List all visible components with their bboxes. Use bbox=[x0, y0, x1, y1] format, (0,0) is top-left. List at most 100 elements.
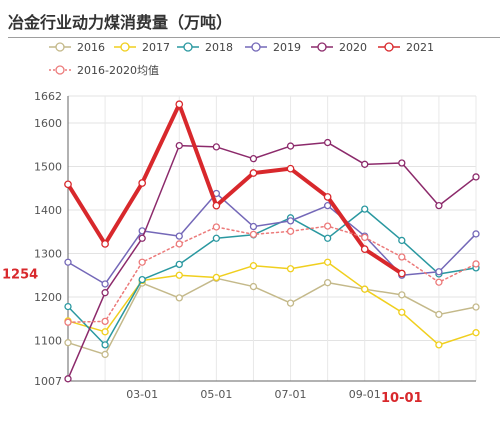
data-point bbox=[101, 350, 109, 359]
data-point bbox=[323, 138, 332, 147]
y-tick-label: 1200 bbox=[34, 291, 62, 304]
highlight-x-label: 10-01 bbox=[381, 391, 423, 406]
data-point bbox=[249, 169, 258, 177]
x-tick-label: 05-01 bbox=[200, 388, 232, 401]
data-point bbox=[212, 223, 221, 231]
title-divider bbox=[8, 37, 500, 38]
series-line-2 bbox=[67, 208, 477, 346]
legend-swatch-marker bbox=[55, 65, 65, 75]
data-point bbox=[398, 253, 406, 261]
data-point bbox=[361, 205, 369, 213]
data-point bbox=[398, 236, 406, 245]
x-tick-label: 03-01 bbox=[126, 388, 158, 401]
data-point bbox=[397, 269, 406, 278]
data-point bbox=[472, 260, 480, 268]
data-point bbox=[435, 201, 443, 210]
data-point bbox=[249, 155, 258, 163]
legend-label: 2018 bbox=[205, 41, 233, 54]
data-point bbox=[286, 299, 295, 307]
data-point bbox=[64, 318, 72, 326]
data-point bbox=[286, 227, 295, 235]
data-point bbox=[249, 222, 258, 231]
legend-swatch-marker bbox=[317, 42, 327, 52]
y-tick-label: 1500 bbox=[34, 160, 62, 173]
data-point bbox=[101, 317, 109, 326]
legend-swatch-marker bbox=[55, 42, 65, 52]
legend-swatch-marker bbox=[384, 42, 394, 52]
data-point bbox=[398, 291, 406, 299]
data-point bbox=[323, 258, 332, 266]
y-tick-label: 1007 bbox=[34, 375, 62, 388]
data-point bbox=[435, 341, 443, 349]
data-point bbox=[64, 302, 72, 311]
highlight-y-label: 1254 bbox=[2, 268, 38, 283]
y-tick-label: 1662 bbox=[34, 90, 62, 103]
series-line-3 bbox=[67, 192, 477, 285]
data-point bbox=[435, 310, 443, 319]
data-point bbox=[101, 280, 109, 288]
data-point bbox=[138, 258, 146, 266]
data-point bbox=[323, 193, 332, 201]
series-line-6 bbox=[67, 225, 477, 324]
data-point bbox=[472, 230, 480, 238]
data-point bbox=[101, 341, 109, 349]
legend-swatch-marker bbox=[183, 42, 193, 52]
data-point bbox=[101, 328, 109, 336]
data-point bbox=[138, 234, 146, 242]
data-point bbox=[64, 339, 72, 347]
data-point bbox=[138, 179, 147, 187]
legend-label: 2016 bbox=[77, 41, 105, 54]
data-point bbox=[175, 232, 183, 240]
data-point bbox=[435, 278, 443, 286]
data-point bbox=[323, 201, 332, 210]
data-point bbox=[435, 268, 443, 276]
data-point bbox=[398, 159, 406, 167]
data-point bbox=[64, 258, 72, 266]
data-point bbox=[212, 273, 221, 282]
data-point bbox=[323, 222, 332, 230]
data-point bbox=[138, 275, 146, 284]
legend-label: 2017 bbox=[142, 41, 170, 54]
data-point bbox=[101, 289, 109, 297]
data-point bbox=[249, 282, 258, 291]
series-line-5 bbox=[66, 102, 404, 276]
data-point bbox=[249, 262, 258, 270]
x-tick-label: 07-01 bbox=[275, 388, 307, 401]
data-point bbox=[472, 329, 480, 337]
data-point bbox=[360, 245, 369, 254]
data-point bbox=[361, 285, 369, 293]
data-point bbox=[212, 234, 221, 242]
legend-label: 2020 bbox=[339, 41, 367, 54]
legend-label: 2019 bbox=[273, 41, 301, 54]
legend-label: 2016-2020均值 bbox=[77, 64, 159, 77]
series-line-4 bbox=[67, 141, 477, 380]
data-point bbox=[323, 279, 332, 287]
data-point bbox=[64, 180, 72, 189]
data-point bbox=[361, 233, 369, 242]
y-tick-label: 1600 bbox=[34, 117, 62, 130]
chart-title: 冶金行业动力煤消费量（万吨） bbox=[8, 13, 233, 32]
data-point bbox=[175, 260, 183, 269]
data-point bbox=[286, 217, 295, 225]
legend-swatch-marker bbox=[251, 42, 261, 52]
data-point bbox=[472, 173, 480, 181]
data-point bbox=[212, 201, 221, 210]
data-point bbox=[286, 142, 295, 150]
y-tick-label: 1400 bbox=[34, 204, 62, 217]
data-point bbox=[175, 141, 183, 150]
data-point bbox=[175, 294, 183, 302]
legend-label: 2021 bbox=[406, 41, 434, 54]
y-tick-label: 1300 bbox=[34, 248, 62, 261]
data-point bbox=[361, 160, 369, 168]
series-line-0 bbox=[67, 277, 477, 356]
legend-swatch-marker bbox=[120, 42, 130, 52]
data-point bbox=[64, 375, 72, 383]
data-point bbox=[175, 271, 183, 279]
data-point bbox=[212, 143, 221, 151]
data-point bbox=[101, 240, 109, 248]
y-tick-label: 1100 bbox=[34, 335, 62, 348]
data-point bbox=[398, 308, 406, 316]
x-tick-label: 09-01 bbox=[349, 388, 381, 401]
data-point bbox=[175, 100, 184, 109]
